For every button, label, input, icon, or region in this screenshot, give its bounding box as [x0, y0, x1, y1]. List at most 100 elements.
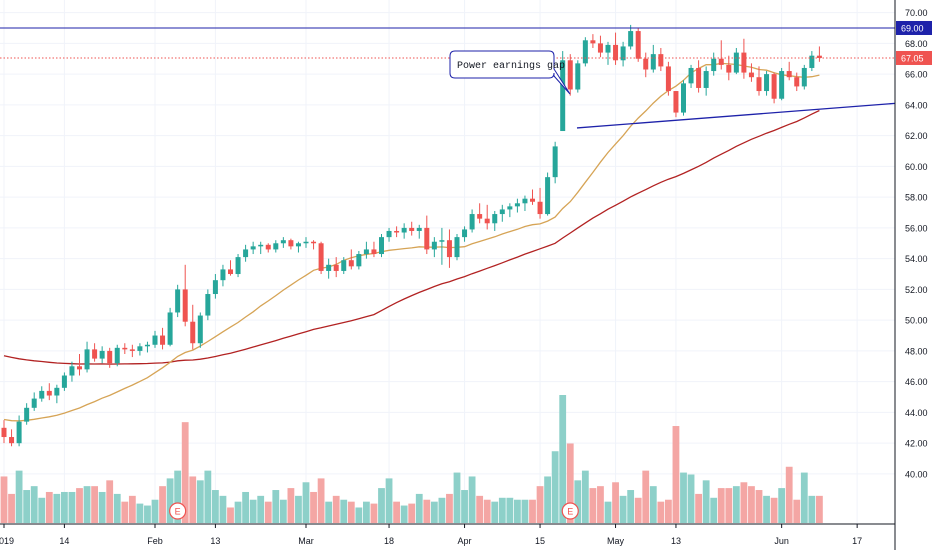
- candle-body: [545, 177, 551, 215]
- candle-body: [477, 214, 483, 219]
- volume-bar: [45, 491, 53, 523]
- volume-bar: [347, 501, 355, 523]
- candle-body: [756, 77, 762, 92]
- volume-bar: [642, 470, 650, 523]
- volume-bar: [461, 490, 468, 523]
- volume-bar: [310, 491, 317, 523]
- volume-bar: [710, 497, 718, 523]
- volume-bar: [340, 499, 348, 523]
- volume-bar: [385, 478, 393, 523]
- volume-bar: [702, 480, 710, 523]
- volume-bar: [498, 497, 506, 523]
- candle-body: [696, 67, 702, 88]
- volume-bar: [121, 501, 129, 523]
- volume-bar: [128, 495, 136, 523]
- y-tick-label: 46.00: [905, 377, 928, 387]
- x-tick-label: Mar: [298, 536, 314, 546]
- fast-moving-average: [3, 62, 820, 422]
- candle-body: [265, 244, 271, 250]
- volume-bar: [159, 486, 166, 523]
- volume-bar: [529, 499, 536, 523]
- y-tick-label: 54.00: [905, 254, 928, 264]
- x-tick-label: 18: [384, 536, 394, 546]
- x-tick-label: Jun: [774, 536, 789, 546]
- volume-bar: [38, 497, 46, 523]
- candle-body: [499, 209, 505, 215]
- volume-bar: [506, 497, 514, 523]
- volume-bar: [295, 495, 302, 523]
- volume-bar: [174, 470, 182, 523]
- volume-bar: [98, 491, 106, 523]
- candle-body: [816, 55, 822, 58]
- candle-body: [92, 349, 98, 359]
- candle-body: [424, 227, 430, 250]
- x-tick-label: May: [607, 536, 625, 546]
- volume-bar: [778, 488, 786, 523]
- volume-bar: [755, 490, 763, 523]
- candle-body: [560, 60, 566, 132]
- volume-bar: [816, 495, 823, 523]
- volume-bar: [189, 476, 197, 523]
- volume-bar: [317, 478, 325, 523]
- volume-bar: [15, 470, 23, 523]
- volume-bar: [748, 486, 755, 523]
- candle-body: [379, 237, 384, 255]
- candle-body: [726, 64, 732, 73]
- candle-body: [77, 366, 82, 370]
- volume-bar: [680, 472, 687, 523]
- y-tick-label: 44.00: [905, 408, 928, 418]
- volume-bar: [378, 488, 385, 523]
- price-label-box: [896, 20, 932, 35]
- candle-body: [258, 244, 264, 247]
- candle-body: [333, 264, 339, 271]
- candle-body: [243, 249, 249, 258]
- candle-body: [688, 67, 694, 84]
- candle-body: [665, 66, 671, 92]
- volume-bar: [800, 472, 808, 523]
- volume-bar: [725, 488, 733, 523]
- volume-bar: [0, 476, 8, 523]
- volume-bar: [438, 497, 446, 523]
- volume-bar: [808, 495, 816, 523]
- candle-body: [703, 71, 709, 88]
- volume-bar: [657, 501, 665, 523]
- volume-bar: [514, 499, 521, 523]
- volume-bar: [106, 480, 114, 523]
- volume-bar: [196, 480, 204, 523]
- candle-body: [590, 40, 596, 44]
- volume-bar: [446, 493, 453, 523]
- x-tick-label: Feb: [147, 536, 163, 546]
- candle-body: [122, 347, 128, 350]
- ma-fast-line: [3, 62, 820, 422]
- candle-body: [779, 71, 785, 99]
- volume-bar: [204, 470, 212, 523]
- earnings-marker-circle: [169, 502, 187, 520]
- candle-body: [484, 218, 490, 224]
- candle-body: [54, 387, 60, 396]
- x-tick-label: 14: [59, 536, 69, 546]
- candle-body: [1, 427, 7, 438]
- volume-bar: [551, 451, 559, 523]
- volume-bar: [665, 499, 672, 523]
- volume-bar: [332, 495, 340, 523]
- grid: [0, 0, 895, 524]
- candle-body: [401, 227, 407, 233]
- candle-body: [9, 437, 15, 444]
- volume-bar: [227, 507, 234, 523]
- candle-body: [575, 63, 581, 90]
- volume-bar: [181, 422, 189, 523]
- volume-bar: [279, 499, 287, 523]
- candle-body: [175, 289, 181, 313]
- trendline: [576, 102, 896, 129]
- volume-bar: [8, 493, 15, 523]
- volume-bar: [453, 472, 461, 523]
- volume-bar: [574, 480, 582, 523]
- candle-body: [295, 243, 301, 247]
- price-label-text: 67.05: [901, 53, 924, 63]
- candle-body: [431, 241, 437, 250]
- volume-bar: [325, 501, 333, 523]
- volume-bar: [732, 486, 740, 523]
- candle-body: [801, 67, 807, 87]
- candle-body: [409, 227, 415, 231]
- y-tick-label: 48.00: [905, 346, 928, 356]
